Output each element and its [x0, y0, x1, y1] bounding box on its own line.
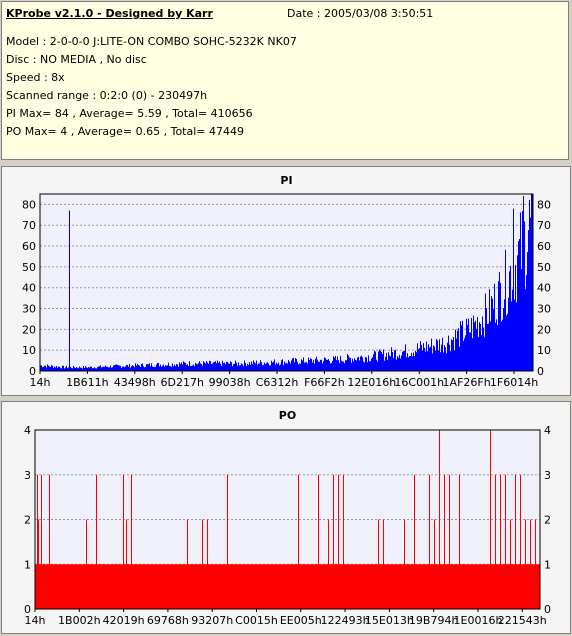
po-ytick-left: 3: [24, 469, 31, 482]
pi-ytick-right: 10: [537, 344, 551, 357]
po-xtick-label: 1E0016h: [454, 614, 503, 627]
model-line: Model : 2-0-0-0 J:LITE-ON COMBO SOHC-523…: [6, 35, 297, 48]
pi-ytick-right: 50: [537, 261, 551, 274]
pi-chart-panel: PI 0 0 10 10 20 20 30 30 40 40 50 50 60 60 70 70 80 80 14h 1…: [1, 166, 571, 396]
scan-date: Date : 2005/03/08 3:50:51: [287, 7, 434, 20]
po-xtick-label: 14h: [25, 614, 46, 627]
pi-ytick-right: 80: [537, 198, 551, 211]
pi-xtick-label: C6312h: [256, 376, 299, 389]
pi-plot-area: [39, 193, 534, 372]
po-xtick-label: 15E013h: [365, 614, 414, 627]
pi-xtick-label: 1AF26Fh: [443, 376, 491, 389]
pi-ytick-right: 70: [537, 219, 551, 232]
po-xtick-label: 1B002h: [58, 614, 101, 627]
po-ytick-left: 4: [24, 424, 31, 437]
app-title: KProbe v2.1.0 - Designed by Karr: [6, 7, 213, 20]
po-ytick-left: 2: [24, 514, 31, 527]
pi-xtick-label: 6D217h: [160, 376, 203, 389]
pi-ytick-left: 60: [22, 240, 36, 253]
po-ytick-right: 0: [544, 603, 551, 616]
pi-ytick-right: 40: [537, 282, 551, 295]
pi-ytick-left: 50: [22, 261, 36, 274]
pi-ytick-left: 20: [22, 323, 36, 336]
pi-ytick-left: 40: [22, 282, 36, 295]
po-ytick-right: 1: [544, 558, 551, 571]
pi-ytick-right: 30: [537, 303, 551, 316]
pi-xtick-label: 99038h: [209, 376, 251, 389]
pi-chart-title: PI: [280, 174, 292, 187]
po-chart-panel: PO 0 0 1 1 2 2 3 3 4 4 14h 1B002h 42019h 69768h 93207h C…: [1, 401, 571, 634]
pi-xtick-label: 12E016h: [347, 376, 396, 389]
pi-chart: PI 0 0 10 10 20 20 30 30 40 40 50 50 60 60 70 70 80 80 14h 1…: [22, 174, 551, 389]
po-ytick-left: 0: [24, 603, 31, 616]
po-xtick-label: 93207h: [191, 614, 233, 627]
po-xtick-label: C0015h: [235, 614, 278, 627]
po-chart-title: PO: [279, 409, 296, 422]
pi-xtick-label: 14h: [30, 376, 51, 389]
pi-ytick-left: 10: [22, 344, 36, 357]
pi-xtick-label: 1F6014h: [490, 376, 538, 389]
pi-ytick-left: 30: [22, 303, 36, 316]
disc-line: Disc : NO MEDIA , No disc: [6, 53, 147, 66]
pi-xtick-label: 43498h: [114, 376, 156, 389]
po-xtick-label: 221543h: [498, 614, 547, 627]
pi-plot-border: [39, 193, 534, 372]
speed-line: Speed : 8x: [6, 71, 65, 84]
po-xtick-label: 42019h: [103, 614, 145, 627]
pi-xtick-label: 1B611h: [66, 376, 109, 389]
pi-ytick-right: 60: [537, 240, 551, 253]
po-stats-line: PO Max= 4 , Average= 0.65 , Total= 47449: [6, 125, 244, 138]
po-ytick-right: 3: [544, 469, 551, 482]
po-xtick-label: 122493h: [321, 614, 370, 627]
pi-xtick-label: F66F2h: [304, 376, 345, 389]
po-ytick-left: 1: [24, 558, 31, 571]
pi-ytick-left: 0: [29, 365, 36, 378]
range-line: Scanned range : 0:2:0 (0) - 230497h: [6, 89, 208, 102]
info-panel: KProbe v2.1.0 - Designed by Karr Date : …: [1, 1, 569, 160]
pi-xtick-label: 16C001h: [394, 376, 444, 389]
pi-ytick-left: 70: [22, 219, 36, 232]
pi-ytick-right: 0: [537, 365, 544, 378]
po-ytick-right: 4: [544, 424, 551, 437]
po-plot-border: [34, 429, 541, 610]
pi-stats-line: PI Max= 84 , Average= 5.59 , Total= 4106…: [6, 107, 253, 120]
po-xtick-label: 69768h: [147, 614, 189, 627]
po-chart: PO 0 0 1 1 2 2 3 3 4 4 14h 1B002h 42019h 69768h 93207h C…: [24, 409, 551, 627]
pi-ytick-left: 80: [22, 198, 36, 211]
po-ytick-right: 2: [544, 514, 551, 527]
po-xtick-label: EE005h: [280, 614, 322, 627]
po-xtick-label: 19B794h: [409, 614, 459, 627]
pi-ytick-right: 20: [537, 323, 551, 336]
